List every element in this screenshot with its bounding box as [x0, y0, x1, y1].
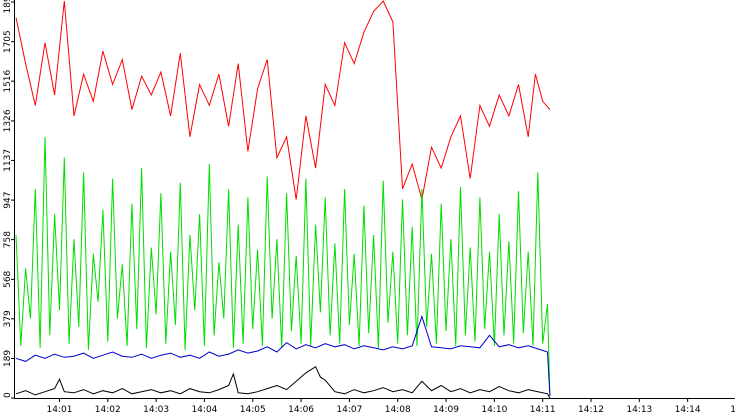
y-tick-label: 1137 [3, 149, 13, 172]
series-line-2 [15, 136, 551, 396]
y-tick-label: 1516 [3, 69, 13, 92]
y-axis-ticks: 0 189 379 568 758 947 1137 1326 1516 1705 1895 [3, 0, 15, 399]
y-tick-label: 1705 [3, 30, 13, 53]
y-tick-label: 947 [3, 192, 13, 209]
x-tick-label: 14:04 [191, 405, 217, 415]
y-tick-label: 568 [3, 270, 13, 287]
x-tick-label: 14:07 [336, 405, 362, 415]
x-tick-label: 14:14 [675, 405, 701, 415]
series-layer [15, 0, 551, 399]
x-tick-label: 14:12 [578, 405, 604, 415]
x-tick-label: 14:02 [95, 405, 121, 415]
y-tick-label: 189 [3, 350, 13, 367]
x-tick-label: 14 [730, 405, 735, 415]
x-tick-label: 14:03 [143, 405, 169, 415]
y-tick-label: 1895 [3, 0, 13, 13]
y-tick-label: 758 [3, 231, 13, 248]
x-axis-ticks: 14:01 14:02 14:03 14:04 14:05 14:06 14:07 14:08… [46, 398, 735, 415]
x-tick-label: 14:06 [288, 405, 314, 415]
x-tick-label: 14:09 [433, 405, 459, 415]
x-tick-label: 14:08 [385, 405, 411, 415]
series-line-3 [15, 314, 551, 396]
x-tick-label: 14:05 [240, 405, 266, 415]
x-tick-label: 14:10 [481, 405, 507, 415]
series-line-4 [15, 365, 551, 399]
x-tick-label: 14:11 [530, 405, 556, 415]
y-tick-label: 1326 [3, 109, 13, 132]
x-tick-label: 14:01 [46, 405, 72, 415]
y-tick-label: 0 [3, 392, 13, 398]
x-tick-label: 14:13 [626, 405, 652, 415]
series-line-1 [15, 0, 551, 200]
y-tick-label: 379 [3, 310, 13, 327]
